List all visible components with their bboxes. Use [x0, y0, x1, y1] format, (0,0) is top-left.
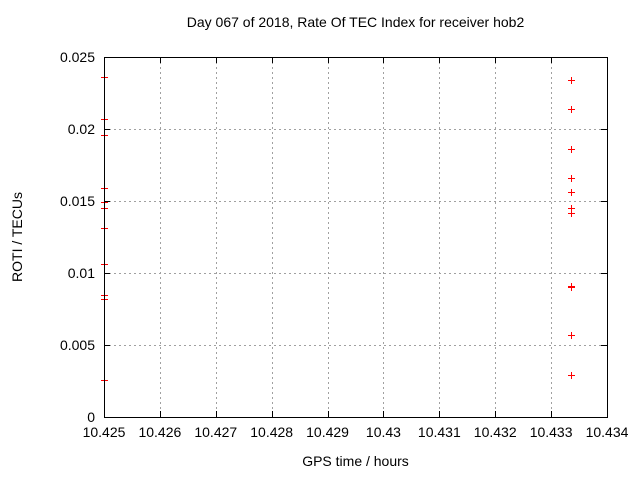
x-tick-label: 10.429	[306, 424, 349, 440]
plot-border	[104, 57, 608, 418]
x-axis-title: GPS time / hours	[302, 453, 409, 469]
y-tick-label: 0.01	[68, 265, 95, 281]
data-point	[568, 106, 575, 113]
x-tick-label: 10.434	[586, 424, 629, 440]
x-tick-label: 10.432	[474, 424, 517, 440]
x-tick-label: 10.431	[418, 424, 461, 440]
x-tick-label: 10.433	[530, 424, 573, 440]
data-point	[568, 284, 575, 291]
x-tick-label: 10.426	[138, 424, 181, 440]
y-tick-label: 0.02	[68, 121, 95, 137]
data-point	[568, 372, 575, 379]
data-point	[568, 77, 575, 84]
data-point	[568, 210, 575, 217]
y-tick-label: 0.005	[60, 337, 95, 353]
x-tick-label: 10.43	[366, 424, 401, 440]
x-tick-label: 10.425	[83, 424, 126, 440]
chart-title: Day 067 of 2018, Rate Of TEC Index for r…	[186, 14, 525, 30]
x-tick-label: 10.427	[194, 424, 237, 440]
x-tick-label: 10.428	[250, 424, 293, 440]
plot-layer	[101, 57, 608, 418]
data-point	[568, 146, 575, 153]
data-point	[568, 175, 575, 182]
y-tick-label: 0.025	[60, 49, 95, 65]
y-tick-label: 0.015	[60, 193, 95, 209]
data-point	[568, 189, 575, 196]
y-tick-label: 0	[87, 409, 95, 425]
data-point	[568, 332, 575, 339]
